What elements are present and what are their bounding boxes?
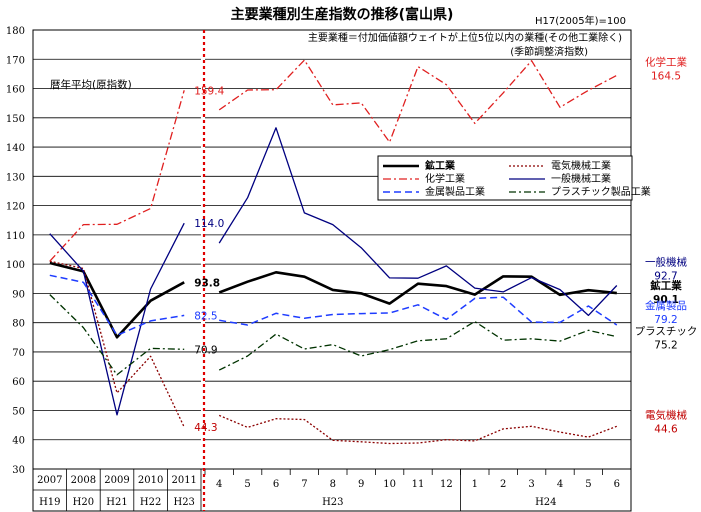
monthly-end-name-1: 電気機械 [645,408,687,421]
monthly-end-name-5: プラスチック [635,326,698,338]
monthly-end-name-3: 一般機械 [645,255,687,268]
annual-end-label-2: 159.4 [194,85,224,97]
series-line-monthly-2 [218,59,618,143]
monthly-end-value-3: 92.7 [654,270,677,282]
monthly-end-value-4: 79.2 [654,314,677,326]
axes: 3040506070809010011012013014015016017018… [6,26,632,512]
annual-end-label-0: 93.8 [194,277,220,289]
x-tick-label-month: 11 [412,479,425,490]
x-tick-label-month: 12 [440,479,453,490]
subtitle-line1: 主要業種＝付加価値額ウェイトが上位5位以内の業種(その他工業除く) [308,31,622,44]
monthly-end-value-1: 44.6 [654,423,678,435]
x-tick-label-month: 6 [273,479,279,490]
annual-end-label-4: 82.5 [194,310,217,322]
legend-label-0: 鉱工業 [425,159,456,172]
x-tick-label-month: 1 [472,479,478,490]
x-tick-label-month: 7 [301,479,307,490]
series-line-monthly-4 [219,296,618,326]
series-line-annual-1 [49,260,185,428]
y-tick-label: 180 [6,26,25,37]
series-line-monthly-5 [218,320,617,371]
x-tick-label-month: 4 [216,479,222,490]
y-tick-label: 170 [6,55,25,66]
x-tick-label-year: 2007 [37,475,62,486]
chart-title: 主要業種別生産指数の推移(富山県) [231,6,454,23]
monthly-end-value-2: 164.5 [651,70,681,82]
legend-label-4: 金属製品工業 [425,185,485,198]
labels: 93.8 44.3 159.4 114.0 82.5 70.9 化学工業 164.5 一般機械 9… [194,55,697,435]
y-tick-label: 90 [12,289,25,300]
y-tick-label: 100 [6,260,25,271]
series-layer [49,59,618,445]
legend-box [377,155,633,201]
x-tick-label-year: 2008 [71,475,96,486]
series-line-annual-2 [49,90,185,262]
annual-average-label: 暦年平均(原指数) [50,78,132,91]
y-tick-label: 40 [12,436,25,447]
plot-frame [32,29,632,512]
x-tick-label-month: 2 [500,479,506,490]
x-group-label: H24 [535,497,556,508]
x-tick-label-year: 2010 [138,475,163,486]
x-tick-label-month: 4 [557,479,563,490]
monthly-end-value-5: 75.2 [654,340,677,352]
x-tick-label-era: H19 [39,497,60,508]
y-tick-label: 70 [12,348,25,359]
y-tick-label: 130 [6,172,25,183]
x-tick-label-month: 5 [585,479,591,490]
x-tick-label-month: 9 [358,479,364,490]
x-tick-label-era: H22 [140,497,161,508]
grid [33,29,631,470]
legend-label-5: プラスチック製品工業 [551,185,651,198]
x-tick-label-month: 8 [330,479,336,490]
series-line-monthly-1 [218,414,618,445]
base-note: H17(2005年)=100 [535,14,626,27]
legend-label-1: 電気機械工業 [551,159,611,172]
x-tick-label-month: 5 [244,479,250,490]
monthly-end-value-0: 90.1 [653,294,679,306]
y-tick-label: 160 [6,85,25,96]
y-tick-label: 80 [12,319,25,330]
x-tick-label-month: 6 [614,479,620,490]
x-tick-label-month: 10 [383,479,396,490]
y-tick-label: 50 [12,406,25,417]
annual-end-label-1: 44.3 [194,422,217,434]
x-group-label: H23 [322,497,343,508]
y-tick-label: 120 [6,202,25,213]
y-tick-label: 60 [12,377,25,388]
x-tick-label-era: H20 [73,497,94,508]
monthly-end-name-0: 鉱工業 [650,279,682,292]
x-tick-label-month: 3 [528,479,534,490]
series-line-annual-5 [49,294,185,376]
x-tick-label-era: H21 [106,497,127,508]
monthly-end-name-2: 化学工業 [645,55,687,68]
annual-end-label-5: 70.9 [194,344,217,356]
y-tick-label: 110 [6,231,25,242]
x-tick-label-era: H23 [173,497,194,508]
monthly-end-name-4: 金属製品 [645,299,687,312]
legend-label-2: 化学工業 [425,172,465,185]
x-tick-label-year: 2011 [171,475,196,486]
annual-end-label-3: 114.0 [194,218,224,230]
series-line-annual-0 [49,261,185,339]
subtitle-line2: (季節調整済指数) [510,45,588,58]
y-tick-label: 150 [6,114,25,125]
legend-label-3: 一般機械工業 [551,172,611,185]
y-tick-label: 140 [6,143,25,154]
series-line-monthly-0 [218,270,617,305]
series-line-monthly-3 [218,127,618,317]
series-line-annual-3 [49,222,185,416]
series-line-annual-4 [49,274,185,337]
y-tick-label: 30 [12,465,25,476]
x-tick-label-year: 2009 [104,475,129,486]
